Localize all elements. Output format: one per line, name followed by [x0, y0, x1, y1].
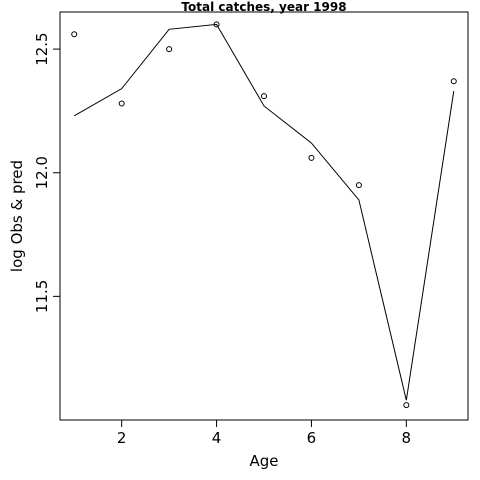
observed-point: [355, 182, 362, 189]
x-axis-label: Age: [249, 452, 278, 470]
observed-point: [118, 100, 125, 107]
series-layer: [71, 21, 457, 409]
observed-point: [261, 93, 267, 100]
x-tick-label: 6: [307, 429, 317, 447]
predicted-line: [73, 23, 455, 401]
plot-frame: [59, 11, 469, 421]
observed-point: [450, 78, 457, 85]
observed-point: [166, 46, 173, 53]
y-tick-label: 11.5: [33, 280, 51, 313]
x-tick-label: 2: [117, 429, 127, 447]
x-axis: 2 4 6 8: [117, 419, 412, 447]
x-tick-label: 8: [402, 429, 412, 447]
chart-title: Total catches, year 1998: [181, 0, 346, 14]
observed-point: [403, 402, 410, 409]
y-axis: 11.5 12.0 12.5: [33, 32, 61, 313]
observed-point: [308, 154, 315, 161]
x-tick-label: 4: [212, 429, 222, 447]
observed-point: [71, 31, 78, 38]
y-tick-label: 12.5: [33, 32, 51, 65]
y-axis-label: log Obs & pred: [8, 160, 26, 272]
y-tick-label: 12.0: [33, 156, 51, 189]
